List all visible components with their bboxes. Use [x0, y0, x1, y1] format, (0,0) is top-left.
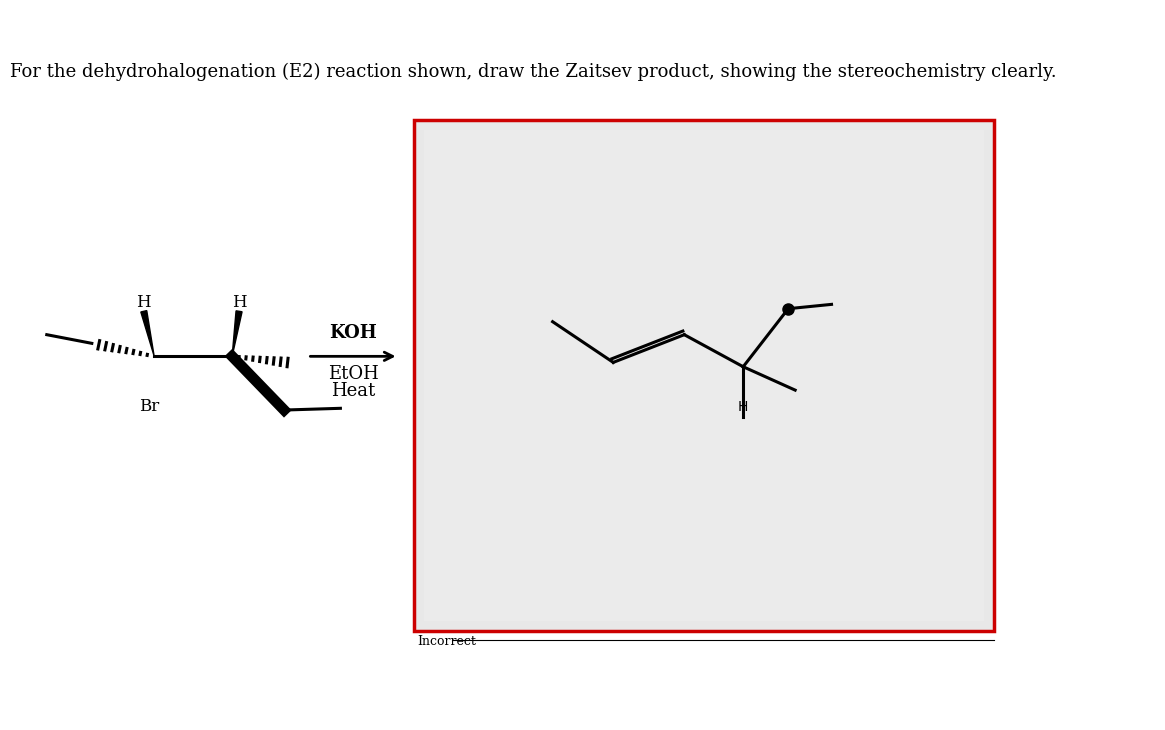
- Bar: [424, 130, 984, 620]
- Text: Heat: Heat: [331, 383, 375, 400]
- Text: Br: Br: [139, 398, 158, 415]
- Text: H: H: [232, 294, 246, 311]
- Text: EtOH: EtOH: [327, 365, 379, 383]
- Text: For the dehydrohalogenation (E2) reaction shown, draw the Zaitsev product, showi: For the dehydrohalogenation (E2) reactio…: [10, 63, 1057, 81]
- Text: H: H: [737, 400, 748, 415]
- Text: KOH: KOH: [329, 324, 376, 342]
- Text: H: H: [136, 294, 151, 311]
- Bar: [414, 120, 995, 631]
- Text: Incorrect: Incorrect: [417, 635, 476, 648]
- Polygon shape: [141, 311, 154, 356]
- Polygon shape: [232, 311, 242, 356]
